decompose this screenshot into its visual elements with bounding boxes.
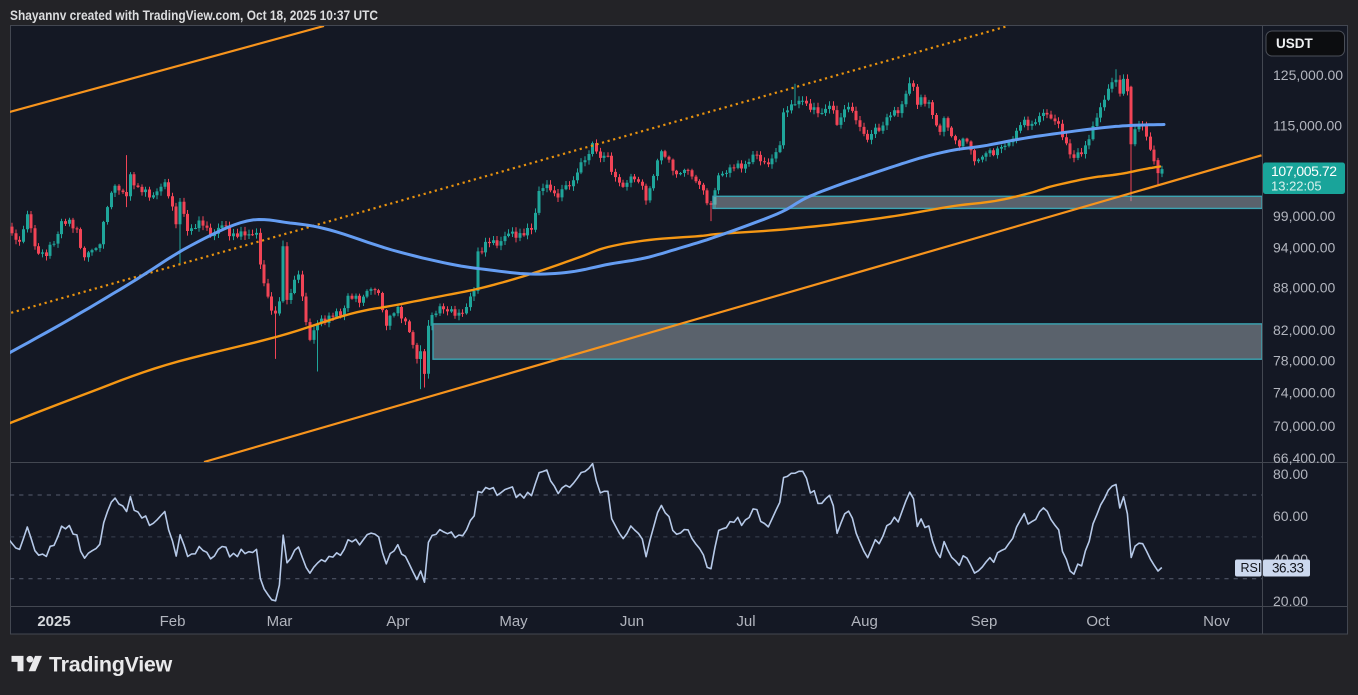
svg-text:Nov: Nov <box>1203 613 1230 630</box>
svg-text:13:22:05: 13:22:05 <box>1271 179 1322 194</box>
svg-text:88,000.00: 88,000.00 <box>1273 280 1335 296</box>
svg-text:20.00: 20.00 <box>1273 593 1308 609</box>
svg-text:May: May <box>499 613 528 630</box>
svg-text:TradingView: TradingView <box>49 653 173 677</box>
svg-text:Feb: Feb <box>160 613 186 630</box>
svg-text:Sep: Sep <box>971 613 998 630</box>
svg-text:60.00: 60.00 <box>1273 508 1308 524</box>
svg-text:82,000.00: 82,000.00 <box>1273 322 1335 338</box>
svg-text:125,000.00: 125,000.00 <box>1273 67 1343 83</box>
svg-text:94,000.00: 94,000.00 <box>1273 240 1335 256</box>
svg-text:107,005.72: 107,005.72 <box>1271 163 1337 179</box>
svg-text:Jun: Jun <box>620 613 644 630</box>
svg-text:115,000.00: 115,000.00 <box>1273 118 1342 134</box>
svg-text:Aug: Aug <box>851 613 878 630</box>
svg-text:80.00: 80.00 <box>1273 466 1308 482</box>
svg-text:78,000.00: 78,000.00 <box>1273 353 1335 369</box>
svg-text:USDT: USDT <box>1276 36 1314 51</box>
svg-text:Jul: Jul <box>736 613 755 630</box>
svg-text:74,000.00: 74,000.00 <box>1273 384 1335 400</box>
svg-text:Apr: Apr <box>386 613 409 630</box>
svg-text:70,000.00: 70,000.00 <box>1273 418 1335 434</box>
svg-text:Mar: Mar <box>267 613 293 630</box>
svg-text:Shayannv created with TradingV: Shayannv created with TradingView.com, O… <box>10 8 378 23</box>
svg-text:99,000.00: 99,000.00 <box>1273 208 1335 224</box>
svg-text:36.33: 36.33 <box>1272 561 1304 576</box>
svg-text:66,400.00: 66,400.00 <box>1273 450 1335 466</box>
svg-text:RSI: RSI <box>1241 561 1262 575</box>
svg-text:Oct: Oct <box>1086 613 1110 630</box>
svg-text:2025: 2025 <box>37 613 70 630</box>
